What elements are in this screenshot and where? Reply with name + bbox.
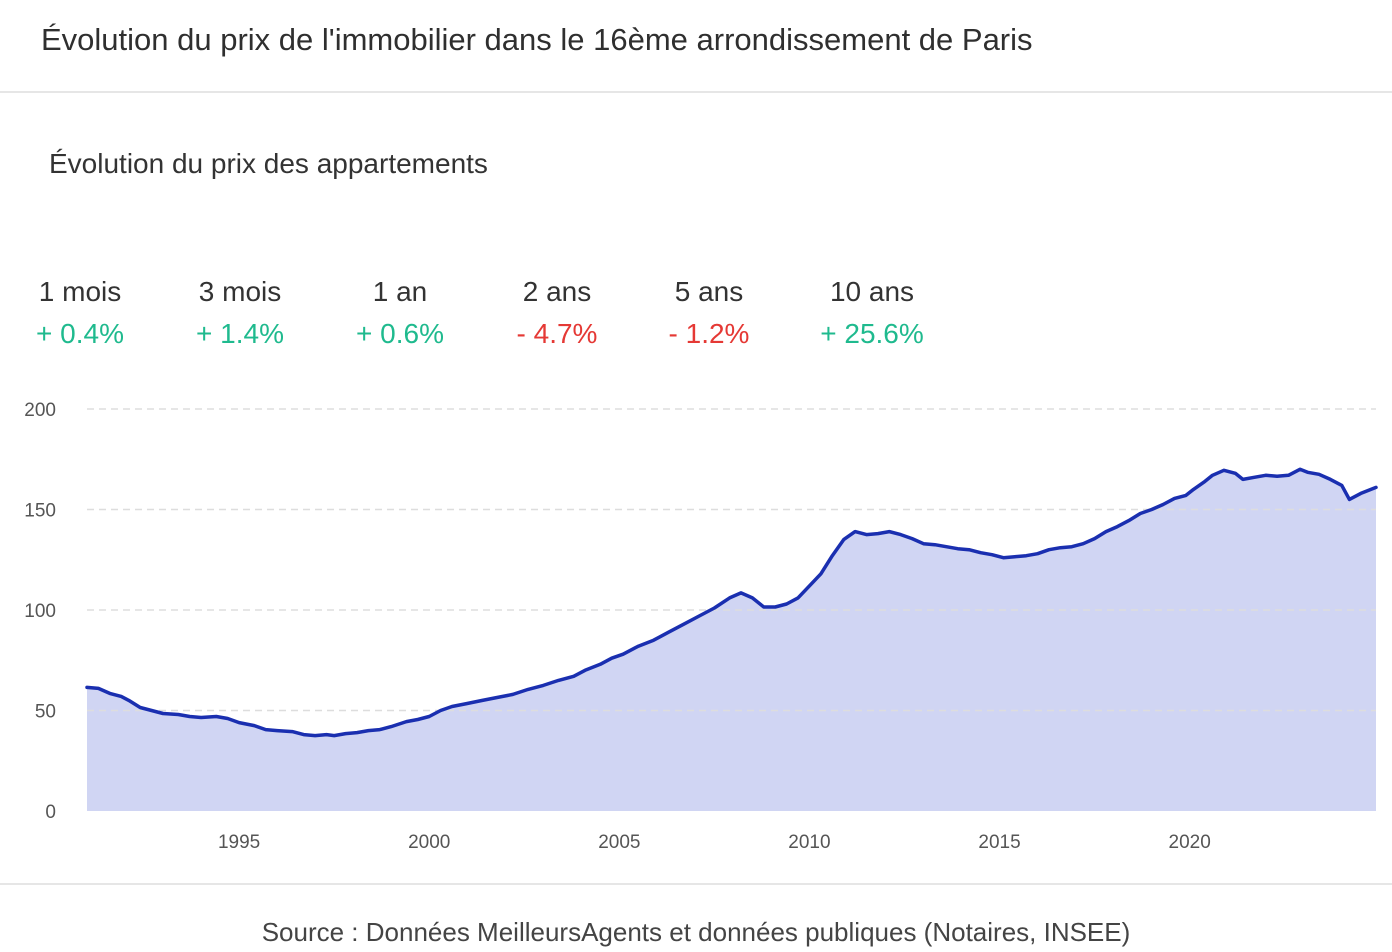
stat-3-mois: 3 mois + 1.4% — [160, 272, 320, 356]
y-tick-label: 50 — [35, 702, 56, 723]
y-tick-label: 150 — [24, 501, 56, 522]
stat-value: - 4.7% — [516, 318, 598, 349]
stat-value: + 0.4% — [36, 318, 124, 349]
stat-label: 1 mois — [38, 276, 122, 307]
stat-5-ans: 5 ans - 1.2% — [629, 272, 789, 356]
stat-1-an: 1 an + 0.6% — [320, 272, 480, 356]
series-line — [85, 467, 1378, 738]
stat-value: - 1.2% — [668, 318, 750, 349]
stat-label: 2 ans — [522, 276, 592, 307]
stat-label: 10 ans — [829, 276, 915, 307]
stat-1-mois: 1 mois + 0.4% — [0, 272, 160, 356]
x-tick-label: 1995 — [218, 832, 260, 853]
x-tick-label: 2020 — [1169, 832, 1211, 853]
stat-label: 5 ans — [674, 276, 744, 307]
stat-value: + 25.6% — [820, 318, 924, 349]
page-title: Évolution du prix de l'immobilier dans l… — [41, 22, 1033, 57]
stat-label: 1 an — [372, 276, 428, 307]
stat-10-ans: 10 ans + 25.6% — [792, 272, 952, 356]
source-note: Source : Données MeilleursAgents et donn… — [261, 917, 1131, 947]
y-tick-label: 100 — [24, 601, 56, 622]
price-chart: 0 50 100 150 200 1995 2000 2005 2010 2015 2020 — [0, 390, 1392, 860]
x-tick-label: 2000 — [408, 832, 450, 853]
price-chart-svg: 0 50 100 150 200 1995 2000 2005 2010 2015 2020 — [24, 400, 1378, 853]
series-area — [87, 469, 1376, 811]
y-tick-label: 200 — [24, 400, 56, 421]
stat-value: + 1.4% — [196, 318, 284, 349]
stat-label: 3 mois — [198, 276, 282, 307]
stats-row: 1 mois + 0.4% 3 mois + 1.4% 1 an + 0.6% … — [0, 272, 1000, 362]
x-tick-label: 2015 — [978, 832, 1020, 853]
header: Évolution du prix de l'immobilier dans l… — [0, 0, 1392, 93]
x-tick-label: 2010 — [788, 832, 830, 853]
stat-2-ans: 2 ans - 4.7% — [477, 272, 637, 356]
x-tick-label: 2005 — [598, 832, 640, 853]
chart-title: Évolution du prix des appartements — [49, 148, 488, 179]
stat-value: + 0.6% — [356, 318, 444, 349]
footer: Source : Données MeilleursAgents et donn… — [0, 883, 1392, 952]
y-tick-label: 0 — [45, 802, 56, 823]
